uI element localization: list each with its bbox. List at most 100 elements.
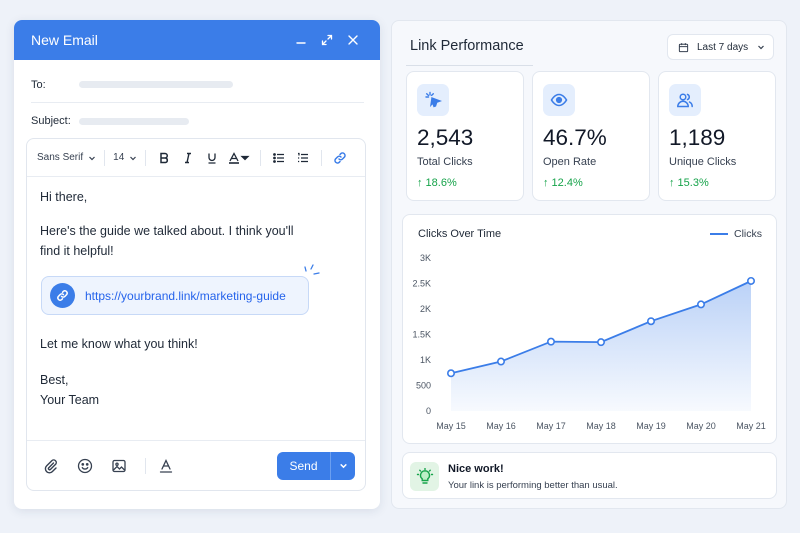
stat-card-unique-clicks: 1,189 Unique Clicks ↑ 15.3%	[658, 71, 776, 201]
subject-label: Subject:	[31, 115, 71, 127]
chevron-down-icon	[339, 463, 347, 469]
y-tick-label: 2.5K	[412, 279, 431, 289]
calendar-icon	[678, 42, 689, 52]
x-tick-label: May 15	[436, 421, 466, 431]
legend-swatch	[710, 233, 728, 235]
chevron-down-icon	[130, 156, 137, 160]
clicks-chart: 0 500 1K 1.5K 2K 2.5K 3K May 15 May 16 May 17 May …	[412, 253, 766, 431]
data-point	[647, 317, 656, 326]
toolbar-divider	[145, 149, 147, 166]
emoji-icon[interactable]	[71, 452, 99, 480]
x-tick-label: May 20	[686, 421, 716, 431]
sparkle-icon	[304, 264, 320, 275]
link-url: https://yourbrand.link/marketing-guide	[85, 288, 286, 303]
cursor-click-icon	[417, 84, 449, 116]
send-button[interactable]: Send	[277, 451, 330, 480]
notice-title: Nice work!	[448, 463, 504, 475]
numbered-list-icon[interactable]	[291, 146, 315, 170]
stat-label: Open Rate	[543, 156, 597, 168]
body-line: find it helpful!	[40, 244, 114, 258]
link-icon[interactable]	[328, 146, 352, 170]
data-point	[446, 369, 455, 378]
chevron-down-icon	[89, 156, 96, 160]
x-tick-label: May 17	[536, 421, 566, 431]
eye-icon	[543, 84, 575, 116]
link-performance-panel: Link Performance Last 7 days 2,543 Total…	[391, 20, 787, 509]
y-tick-label: 0	[426, 406, 431, 416]
text-format-icon[interactable]	[152, 452, 180, 480]
body-signoff: Best,	[40, 373, 69, 387]
users-icon	[669, 84, 701, 116]
y-tick-label: 1K	[420, 355, 431, 365]
bold-icon[interactable]	[152, 146, 176, 170]
stat-label: Unique Clicks	[669, 156, 737, 168]
font-family-select[interactable]: Sans Serif	[35, 149, 98, 166]
compose-footer: Send	[27, 440, 365, 490]
stat-change: ↑ 15.3%	[669, 177, 709, 189]
stat-value: 2,543	[417, 125, 474, 150]
stat-value: 1,189	[669, 125, 726, 150]
font-size-value: 14	[113, 152, 125, 163]
format-toolbar: Sans Serif 14	[27, 139, 365, 177]
body-greeting: Hi there,	[40, 190, 88, 204]
to-field-row[interactable]: To:	[31, 67, 364, 103]
date-range-select[interactable]: Last 7 days	[667, 34, 774, 60]
panel-title: Link Performance	[410, 38, 524, 54]
x-tick-label: May 19	[636, 421, 666, 431]
send-button-group: Send	[277, 451, 355, 480]
underline-icon[interactable]	[200, 146, 224, 170]
footer-divider	[145, 457, 146, 474]
data-point	[547, 337, 556, 346]
y-tick-label: 3K	[420, 253, 431, 263]
email-body[interactable]: Hi there, Here's the guide we talked abo…	[40, 187, 294, 261]
performance-notice: Nice work! Your link is performing bette…	[402, 452, 777, 499]
attach-icon[interactable]	[37, 452, 65, 480]
italic-icon[interactable]	[176, 146, 200, 170]
x-tick-label: May 18	[586, 421, 616, 431]
to-label: To:	[31, 78, 46, 91]
link-icon	[50, 283, 75, 308]
compose-title: New Email	[31, 32, 98, 48]
minimize-icon[interactable]	[288, 27, 314, 53]
notice-subtitle: Your link is performing better than usua…	[448, 480, 618, 491]
y-tick-label: 2K	[420, 304, 431, 314]
y-tick-label: 1.5K	[412, 330, 431, 340]
stat-card-total-clicks: 2,543 Total Clicks ↑ 18.6%	[406, 71, 524, 201]
body-line: Here's the guide we talked about. I thin…	[40, 224, 294, 238]
stat-change: ↑ 12.4%	[543, 177, 583, 189]
data-point	[696, 300, 705, 309]
y-tick-label: 500	[416, 381, 431, 391]
compose-header: New Email	[14, 20, 380, 60]
chart-legend: Clicks	[710, 228, 762, 240]
bulleted-list-icon[interactable]	[267, 146, 291, 170]
date-range-value: Last 7 days	[697, 41, 749, 53]
data-point	[746, 276, 755, 285]
toolbar-divider	[260, 149, 262, 166]
subject-field[interactable]	[79, 117, 189, 125]
font-size-select[interactable]: 14	[111, 149, 139, 166]
close-icon[interactable]	[340, 27, 366, 53]
email-body-closing[interactable]: Let me know what you think! Best, Your T…	[40, 334, 198, 410]
body-signature: Your Team	[40, 393, 100, 407]
body-closing: Let me know what you think!	[40, 337, 198, 351]
toolbar-divider	[321, 149, 323, 166]
to-field[interactable]	[79, 81, 233, 88]
x-tick-label: May 21	[736, 421, 766, 431]
send-options-button[interactable]	[330, 451, 355, 480]
message-editor[interactable]: Sans Serif 14	[26, 138, 366, 491]
email-compose-window: New Email To: Subject: Sans Serif 14	[14, 20, 380, 509]
stat-label: Total Clicks	[417, 156, 473, 168]
chevron-down-icon	[758, 45, 764, 50]
chart-title: Clicks Over Time	[418, 228, 502, 240]
clicks-chart-card: Clicks Over Time Clicks 0 500 1K 1.5K 2K 2.5K…	[402, 214, 777, 444]
expand-icon[interactable]	[314, 27, 340, 53]
title-underline	[406, 65, 533, 66]
lightbulb-icon	[410, 462, 439, 491]
text-color-icon[interactable]	[224, 146, 254, 170]
font-family-value: Sans Serif	[37, 152, 84, 163]
toolbar-divider	[104, 149, 106, 166]
link-preview[interactable]: https://yourbrand.link/marketing-guide	[41, 276, 309, 315]
image-icon[interactable]	[105, 452, 133, 480]
data-point	[597, 338, 606, 347]
subject-field-row[interactable]: Subject:	[31, 103, 364, 139]
